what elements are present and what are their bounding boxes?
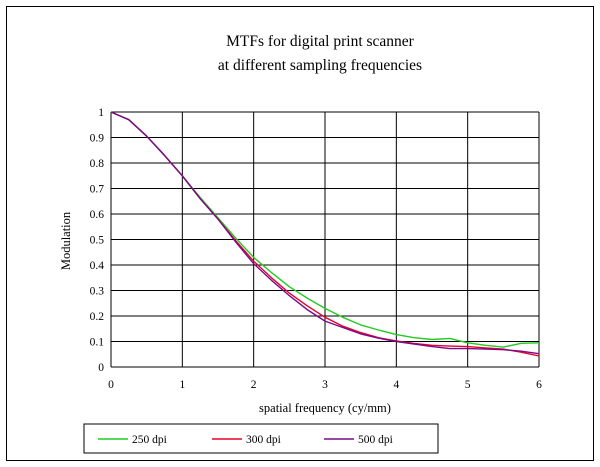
series-line-500-dpi (110, 111, 540, 355)
y-tick-label: 0.1 (90, 337, 105, 349)
x-tick-label: 5 (465, 379, 471, 391)
y-tick-label: 1 (98, 107, 104, 119)
x-tick-label: 1 (179, 379, 185, 391)
x-tick-label: 4 (393, 379, 399, 391)
y-tick-label: 0.8 (90, 158, 105, 170)
x-tick-label: 0 (108, 379, 114, 391)
chart-title-line-2: at different sampling frequencies (218, 57, 422, 74)
y-tick-label: 0.4 (90, 260, 105, 272)
y-tick-label: 0 (98, 362, 104, 374)
legend-label: 300 dpi (246, 434, 281, 446)
legend-label: 250 dpi (132, 434, 167, 446)
y-tick-label: 0.3 (90, 286, 105, 298)
y-tick-label: 0.9 (90, 133, 105, 145)
y-tick-label: 0.2 (90, 311, 105, 323)
legend-box (83, 423, 439, 454)
x-tick-label: 3 (322, 379, 328, 391)
x-axis-title: spatial frequency (cy/mm) (259, 401, 391, 415)
legend-label: 500 dpi (358, 434, 393, 446)
y-tick-label: 0.5 (90, 235, 105, 247)
y-tick-label: 0.6 (90, 209, 105, 221)
series-lines (110, 111, 540, 357)
y-axis-title: Modulation (59, 211, 73, 270)
x-tick-label: 6 (536, 379, 542, 391)
y-tick-label: 0.7 (90, 184, 105, 196)
chart-frame (6, 6, 594, 461)
x-tick-labels: 0 1 2 3 4 5 6 (108, 379, 542, 391)
grid-lines (110, 111, 540, 368)
x-tick-label: 2 (251, 379, 257, 391)
y-tick-labels: 0 0.1 0.2 0.3 0.4 0.5 0.6 0.7 0.8 0.9 1 (90, 107, 105, 374)
chart-title-line-1: MTFs for digital print scanner (226, 33, 415, 50)
legend: 250 dpi 300 dpi 500 dpi (83, 423, 439, 454)
